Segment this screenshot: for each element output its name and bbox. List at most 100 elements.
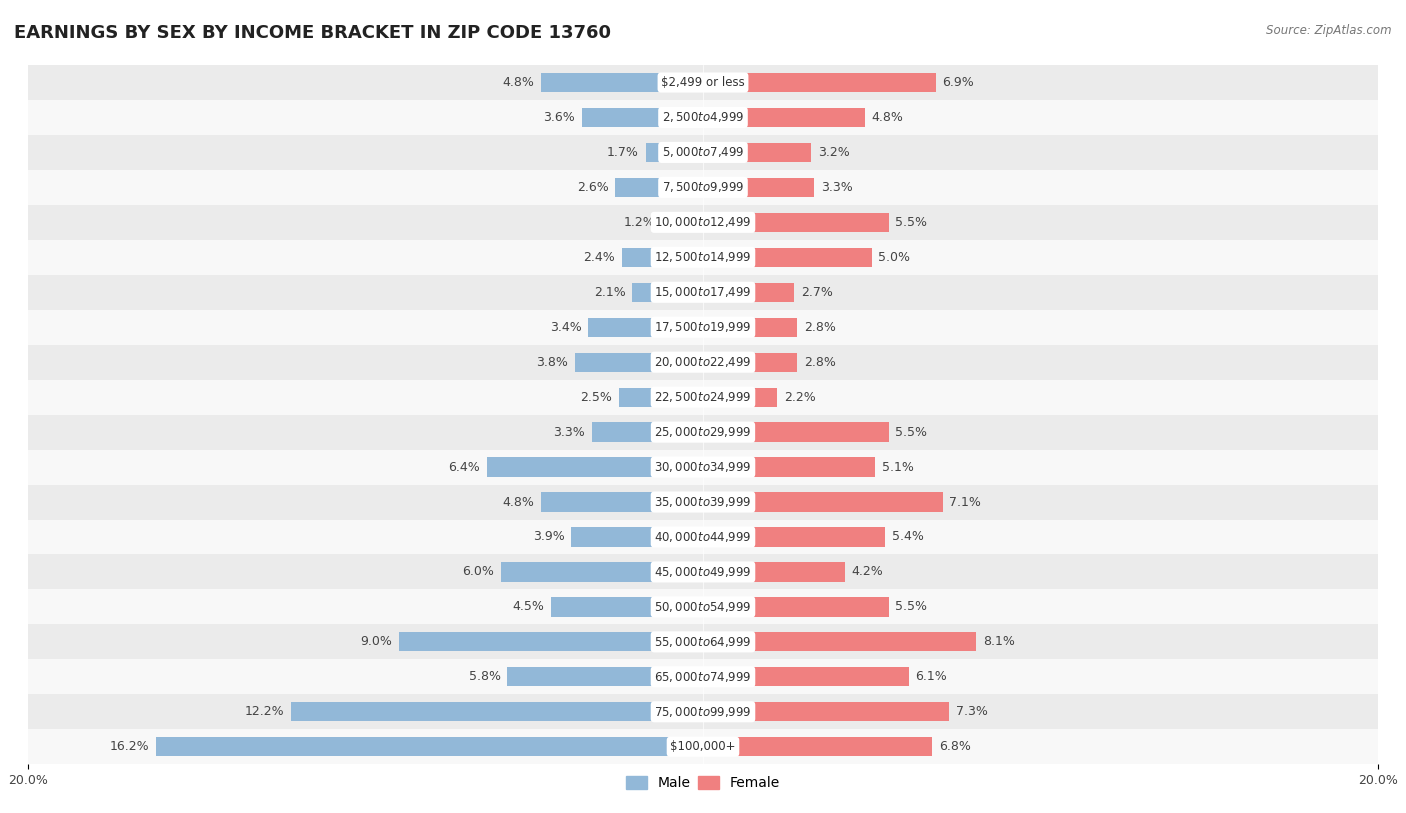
Text: 5.8%: 5.8% (468, 671, 501, 683)
Bar (28, 275, 1378, 310)
Text: $45,000 to $49,999: $45,000 to $49,999 (654, 565, 752, 579)
Text: $2,500 to $4,999: $2,500 to $4,999 (662, 111, 744, 124)
Bar (703, 388, 778, 406)
Text: $7,500 to $9,999: $7,500 to $9,999 (662, 180, 744, 194)
Bar (28, 310, 1378, 345)
Text: $5,000 to $7,499: $5,000 to $7,499 (662, 146, 744, 159)
Bar (28, 65, 1378, 100)
Text: 6.0%: 6.0% (463, 566, 494, 578)
Text: 5.5%: 5.5% (896, 216, 928, 228)
Bar (28, 694, 1378, 729)
Bar (703, 667, 908, 686)
Text: 6.1%: 6.1% (915, 671, 948, 683)
Bar (541, 73, 703, 92)
Text: $12,500 to $14,999: $12,500 to $14,999 (654, 250, 752, 264)
Bar (28, 205, 1378, 240)
Bar (703, 598, 889, 616)
Text: $65,000 to $74,999: $65,000 to $74,999 (654, 670, 752, 684)
Text: 5.0%: 5.0% (879, 251, 911, 263)
Bar (703, 213, 889, 232)
Bar (703, 702, 949, 721)
Text: 2.1%: 2.1% (593, 286, 626, 298)
Text: 2.7%: 2.7% (801, 286, 832, 298)
Bar (541, 493, 703, 511)
Text: 4.2%: 4.2% (852, 566, 883, 578)
Text: 4.5%: 4.5% (513, 601, 544, 613)
Text: 2.8%: 2.8% (804, 321, 837, 333)
Bar (703, 633, 976, 651)
Text: 7.1%: 7.1% (949, 496, 981, 508)
Bar (551, 598, 703, 616)
Bar (703, 353, 797, 372)
Bar (28, 415, 1378, 450)
Text: 1.7%: 1.7% (607, 146, 638, 159)
Text: $25,000 to $29,999: $25,000 to $29,999 (654, 425, 752, 439)
Bar (621, 248, 703, 267)
Text: $100,000+: $100,000+ (671, 741, 735, 753)
Text: 2.5%: 2.5% (581, 391, 612, 403)
Bar (703, 248, 872, 267)
Text: 5.1%: 5.1% (882, 461, 914, 473)
Text: 3.9%: 3.9% (533, 531, 565, 543)
Bar (399, 633, 703, 651)
Text: 6.8%: 6.8% (939, 741, 972, 753)
Text: 2.6%: 2.6% (576, 181, 609, 193)
Text: 9.0%: 9.0% (361, 636, 392, 648)
Text: 4.8%: 4.8% (872, 111, 904, 124)
Bar (703, 318, 797, 337)
Text: 3.3%: 3.3% (553, 426, 585, 438)
Bar (633, 283, 703, 302)
Bar (703, 737, 932, 756)
Bar (703, 178, 814, 197)
Bar (28, 589, 1378, 624)
Bar (28, 485, 1378, 520)
Bar (703, 528, 886, 546)
Text: $15,000 to $17,499: $15,000 to $17,499 (654, 285, 752, 299)
Text: 4.8%: 4.8% (502, 496, 534, 508)
Text: 6.9%: 6.9% (942, 76, 974, 89)
Text: 3.4%: 3.4% (550, 321, 582, 333)
Bar (28, 170, 1378, 205)
Text: 7.3%: 7.3% (956, 706, 988, 718)
Text: 5.5%: 5.5% (896, 426, 928, 438)
Bar (588, 318, 703, 337)
Text: 16.2%: 16.2% (110, 741, 149, 753)
Text: 3.8%: 3.8% (536, 356, 568, 368)
Text: $40,000 to $44,999: $40,000 to $44,999 (654, 530, 752, 544)
Bar (703, 493, 942, 511)
Bar (28, 380, 1378, 415)
Bar (28, 624, 1378, 659)
Text: $75,000 to $99,999: $75,000 to $99,999 (654, 705, 752, 719)
Text: EARNINGS BY SEX BY INCOME BRACKET IN ZIP CODE 13760: EARNINGS BY SEX BY INCOME BRACKET IN ZIP… (14, 24, 612, 42)
Bar (582, 108, 703, 127)
Text: 1.2%: 1.2% (624, 216, 655, 228)
Bar (703, 143, 811, 162)
Bar (291, 702, 703, 721)
Text: Source: ZipAtlas.com: Source: ZipAtlas.com (1267, 24, 1392, 37)
Bar (28, 659, 1378, 694)
Text: 3.2%: 3.2% (818, 146, 849, 159)
Legend: Male, Female: Male, Female (620, 771, 786, 796)
Bar (28, 554, 1378, 589)
Bar (616, 178, 703, 197)
Text: 5.4%: 5.4% (891, 531, 924, 543)
Text: $50,000 to $54,999: $50,000 to $54,999 (654, 600, 752, 614)
Bar (486, 458, 703, 476)
Bar (703, 73, 936, 92)
Text: 8.1%: 8.1% (983, 636, 1015, 648)
Bar (28, 729, 1378, 764)
Text: $2,499 or less: $2,499 or less (661, 76, 745, 89)
Bar (28, 450, 1378, 485)
Bar (703, 563, 845, 581)
Bar (592, 423, 703, 441)
Bar (156, 737, 703, 756)
Bar (501, 563, 703, 581)
Bar (28, 240, 1378, 275)
Bar (28, 100, 1378, 135)
Bar (571, 528, 703, 546)
Text: 2.4%: 2.4% (583, 251, 616, 263)
Bar (662, 213, 703, 232)
Text: $35,000 to $39,999: $35,000 to $39,999 (654, 495, 752, 509)
Bar (703, 283, 794, 302)
Text: 12.2%: 12.2% (245, 706, 284, 718)
